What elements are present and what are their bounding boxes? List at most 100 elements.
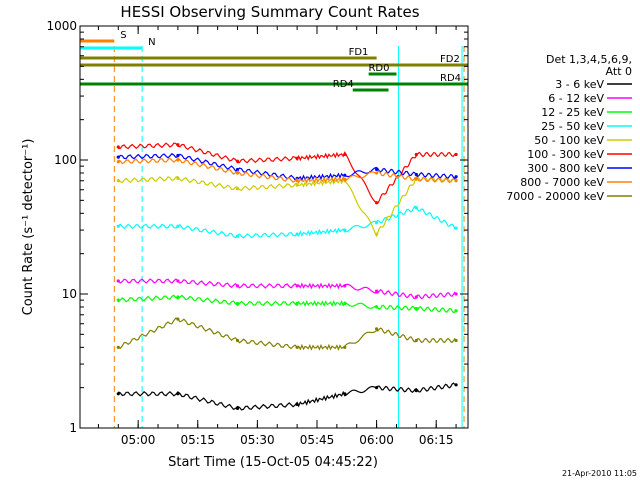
flag-bar-label: RD4: [333, 79, 354, 90]
data-point: [414, 338, 418, 343]
flag-bar-label: N: [148, 37, 155, 48]
data-point: [374, 232, 379, 236]
y-tick-label: 1: [69, 421, 77, 435]
data-point: [343, 152, 347, 157]
data-point: [235, 167, 240, 172]
x-tick-label: 05:45: [300, 433, 335, 447]
data-point: [414, 152, 418, 157]
legend-header: Det 1,3,4,5,6,9,: [546, 53, 632, 66]
series-line: [117, 294, 457, 314]
data-point: [176, 143, 180, 147]
x-tick-label: 05:00: [121, 433, 156, 447]
data-point: [374, 171, 379, 175]
data-point: [295, 232, 299, 236]
y-tick-label: 10: [62, 287, 77, 301]
x-tick-label: 05:30: [240, 433, 275, 447]
data-point: [343, 301, 347, 306]
timestamp: 21-Apr-2010 11:05: [562, 469, 637, 478]
legend-entry-label: 3 - 6 keV: [555, 78, 604, 91]
flag-bar-label: FD1: [349, 47, 369, 58]
data-point: [454, 226, 458, 230]
data-point: [343, 177, 347, 181]
data-point: [374, 221, 379, 225]
data-point: [454, 383, 458, 387]
data-point: [374, 201, 379, 205]
data-point: [454, 175, 458, 179]
data-point: [454, 152, 458, 157]
y-tick-label: 100: [54, 153, 77, 167]
data-point: [295, 183, 299, 187]
x-tick-label: 06:15: [419, 433, 454, 447]
data-point: [235, 406, 240, 411]
data-point: [295, 156, 299, 160]
flag-bar-label: RD4: [440, 73, 461, 84]
data-point: [116, 345, 120, 349]
data-point: [116, 179, 120, 183]
data-point: [343, 392, 347, 396]
data-point: [414, 172, 418, 177]
data-point: [235, 338, 240, 343]
data-point: [454, 309, 458, 313]
legend-entry-label: 800 - 7000 keV: [520, 176, 604, 189]
data-point: [116, 145, 120, 149]
data-point: [374, 289, 379, 293]
data-point: [176, 158, 180, 162]
legend-header: Att 0: [606, 65, 632, 78]
data-point: [414, 206, 418, 210]
series-line: [117, 278, 457, 300]
data-point: [176, 224, 180, 228]
x-tick-label: 06:00: [359, 433, 394, 447]
data-point: [454, 179, 458, 183]
flag-bar-label: RD0: [368, 63, 389, 74]
data-point: [343, 173, 347, 177]
data-point: [235, 284, 240, 288]
data-point: [295, 345, 299, 349]
legend-entry-label: 25 - 50 keV: [541, 120, 604, 133]
series-line: [118, 317, 457, 351]
data-point: [374, 386, 379, 390]
data-point: [414, 177, 418, 181]
data-point: [235, 171, 240, 175]
legend-entry-label: 300 - 800 keV: [527, 162, 604, 175]
plot-frame: [79, 25, 469, 429]
x-axis-label: Start Time (15-Oct-05 04:45:22): [168, 455, 378, 470]
data-point: [295, 301, 299, 306]
data-point: [414, 295, 418, 299]
data-point: [235, 234, 240, 238]
data-point: [116, 224, 120, 228]
series-line: [117, 175, 457, 238]
series-line: [117, 157, 457, 185]
legend-entry-label: 100 - 300 keV: [527, 148, 604, 161]
data-point: [235, 159, 240, 163]
data-point: [116, 160, 120, 164]
series-line: [118, 142, 457, 204]
data-point: [176, 279, 180, 283]
data-point: [374, 327, 379, 331]
y-tick-label: 1000: [46, 19, 77, 33]
data-point: [176, 392, 180, 396]
data-point: [343, 228, 347, 232]
legend-entry-label: 6 - 12 keV: [548, 92, 604, 105]
data-point: [295, 284, 299, 288]
data-point: [295, 179, 299, 183]
data-point: [116, 155, 120, 159]
x-tick-label: 05:15: [180, 433, 215, 447]
data-point: [176, 317, 180, 321]
data-point: [116, 298, 120, 302]
data-point: [374, 305, 379, 309]
data-point: [176, 176, 180, 180]
data-point: [176, 153, 180, 158]
chart-title: HESSI Observing Summary Count Rates: [120, 3, 419, 21]
data-point: [343, 284, 347, 288]
flag-bar-label: FD2: [440, 54, 460, 65]
data-point: [414, 389, 418, 393]
data-point: [454, 292, 458, 296]
series-line: [117, 205, 457, 239]
legend-entry-label: 7000 - 20000 keV: [506, 190, 604, 203]
data-point: [295, 402, 299, 407]
data-point: [116, 279, 120, 283]
data-point: [116, 392, 120, 396]
y-axis-label: Count Rate (s⁻¹ detector⁻¹): [21, 139, 36, 316]
data-point: [235, 187, 240, 191]
